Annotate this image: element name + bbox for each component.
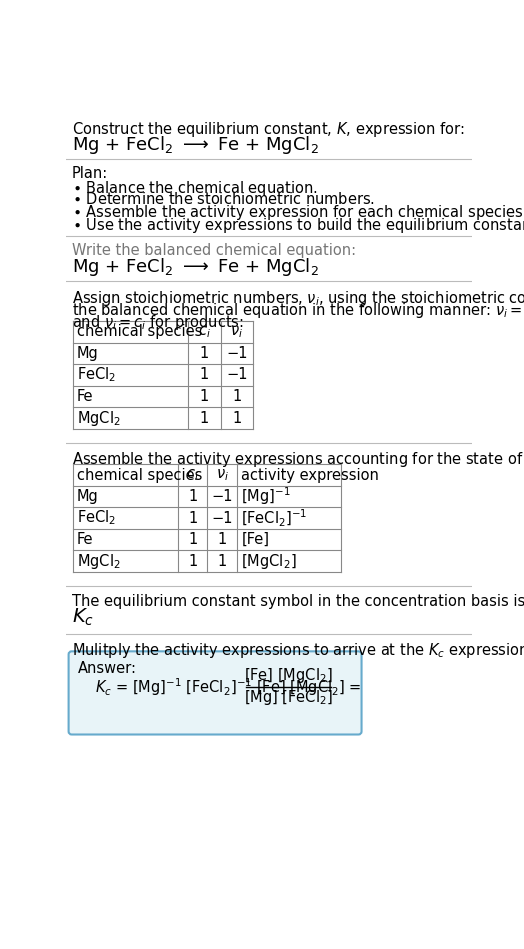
Text: MgCl$_2$: MgCl$_2$ bbox=[77, 408, 121, 428]
Text: Construct the equilibrium constant, $K$, expression for:: Construct the equilibrium constant, $K$,… bbox=[72, 120, 464, 140]
Text: Fe: Fe bbox=[77, 532, 94, 548]
Text: $\nu_i$: $\nu_i$ bbox=[230, 324, 243, 340]
Text: 1: 1 bbox=[217, 532, 227, 548]
FancyBboxPatch shape bbox=[69, 651, 362, 735]
Text: chemical species: chemical species bbox=[77, 325, 202, 340]
Text: $c_i$: $c_i$ bbox=[186, 467, 199, 483]
Text: $\nu_i$: $\nu_i$ bbox=[215, 467, 228, 483]
Text: 1: 1 bbox=[200, 389, 209, 404]
Text: Assign stoichiometric numbers, $\nu_i$, using the stoichiometric coefficients, $: Assign stoichiometric numbers, $\nu_i$, … bbox=[72, 288, 524, 307]
Text: 1: 1 bbox=[200, 411, 209, 425]
Text: $\bullet$ Determine the stoichiometric numbers.: $\bullet$ Determine the stoichiometric n… bbox=[72, 191, 375, 207]
Text: $\bullet$ Balance the chemical equation.: $\bullet$ Balance the chemical equation. bbox=[72, 178, 317, 197]
Text: $K_c$ = [Mg]$^{-1}$ [FeCl$_2$]$^{-1}$ [Fe] [MgCl$_2$] =: $K_c$ = [Mg]$^{-1}$ [FeCl$_2$]$^{-1}$ [F… bbox=[95, 676, 362, 698]
Text: −1: −1 bbox=[226, 367, 247, 382]
Text: [Fe] [MgCl$_2$]: [Fe] [MgCl$_2$] bbox=[244, 666, 333, 685]
Text: $\bullet$ Use the activity expressions to build the equilibrium constant express: $\bullet$ Use the activity expressions t… bbox=[72, 215, 524, 234]
Text: 1: 1 bbox=[188, 489, 197, 504]
Text: Answer:: Answer: bbox=[78, 661, 137, 676]
Text: $c_i$: $c_i$ bbox=[198, 324, 211, 340]
Text: Mulitply the activity expressions to arrive at the $K_c$ expression:: Mulitply the activity expressions to arr… bbox=[72, 642, 524, 661]
Text: −1: −1 bbox=[211, 489, 233, 504]
Text: the balanced chemical equation in the following manner: $\nu_i = -c_i$ for react: the balanced chemical equation in the fo… bbox=[72, 301, 524, 320]
Text: 1: 1 bbox=[232, 411, 242, 425]
Text: [Mg]$^{-1}$: [Mg]$^{-1}$ bbox=[242, 486, 291, 508]
Text: 1: 1 bbox=[188, 554, 197, 568]
Text: −1: −1 bbox=[226, 345, 247, 361]
Text: 1: 1 bbox=[200, 367, 209, 382]
Text: FeCl$_2$: FeCl$_2$ bbox=[77, 509, 116, 528]
Text: The equilibrium constant symbol in the concentration basis is:: The equilibrium constant symbol in the c… bbox=[72, 593, 524, 608]
Text: [FeCl$_2$]$^{-1}$: [FeCl$_2$]$^{-1}$ bbox=[242, 508, 308, 529]
Text: Write the balanced chemical equation:: Write the balanced chemical equation: bbox=[72, 243, 356, 258]
Text: Mg: Mg bbox=[77, 345, 99, 361]
Text: Assemble the activity expressions accounting for the state of matter and $\nu_i$: Assemble the activity expressions accoun… bbox=[72, 451, 524, 470]
Text: Mg + FeCl$_2$ $\longrightarrow$ Fe + MgCl$_2$: Mg + FeCl$_2$ $\longrightarrow$ Fe + MgC… bbox=[72, 134, 319, 156]
Text: [MgCl$_2$]: [MgCl$_2$] bbox=[242, 551, 297, 570]
Text: Fe: Fe bbox=[77, 389, 94, 404]
Text: and $\nu_i = c_i$ for products:: and $\nu_i = c_i$ for products: bbox=[72, 313, 244, 332]
Text: 1: 1 bbox=[188, 532, 197, 548]
Text: chemical species: chemical species bbox=[77, 468, 202, 482]
Text: activity expression: activity expression bbox=[242, 468, 379, 482]
Text: Mg: Mg bbox=[77, 489, 99, 504]
Text: 1: 1 bbox=[200, 345, 209, 361]
Text: 1: 1 bbox=[232, 389, 242, 404]
Text: −1: −1 bbox=[211, 511, 233, 526]
Text: 1: 1 bbox=[188, 511, 197, 526]
Text: 1: 1 bbox=[217, 554, 227, 568]
Text: Plan:: Plan: bbox=[72, 166, 108, 181]
Text: Mg + FeCl$_2$ $\longrightarrow$ Fe + MgCl$_2$: Mg + FeCl$_2$ $\longrightarrow$ Fe + MgC… bbox=[72, 256, 319, 278]
Text: [Fe]: [Fe] bbox=[242, 532, 269, 548]
Text: FeCl$_2$: FeCl$_2$ bbox=[77, 365, 116, 384]
Text: [Mg] [FeCl$_2$]: [Mg] [FeCl$_2$] bbox=[244, 688, 333, 707]
Text: MgCl$_2$: MgCl$_2$ bbox=[77, 551, 121, 570]
Text: $K_c$: $K_c$ bbox=[72, 606, 94, 628]
Text: $\bullet$ Assemble the activity expression for each chemical species.: $\bullet$ Assemble the activity expressi… bbox=[72, 203, 524, 222]
